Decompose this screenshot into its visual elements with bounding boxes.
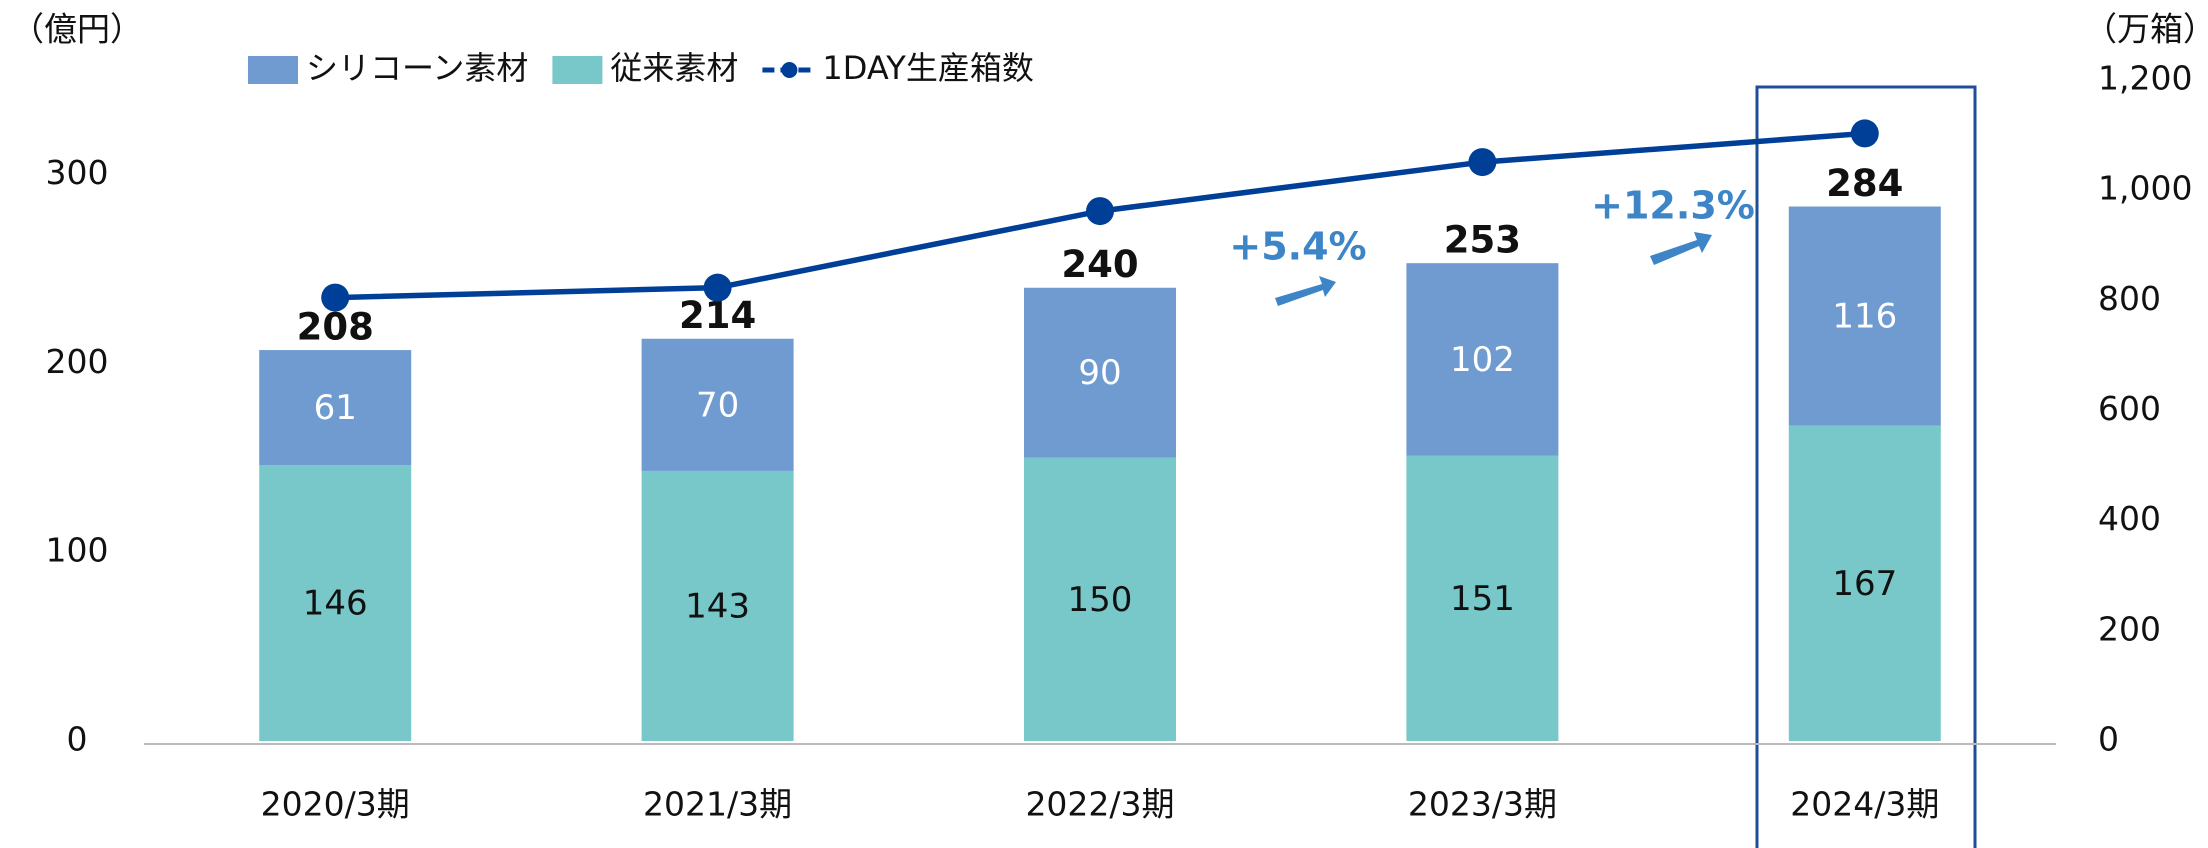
segment-label: 146: [303, 584, 368, 624]
legend-label: 従来素材: [610, 49, 738, 87]
arrow: [1650, 232, 1712, 265]
line-point: [1468, 148, 1497, 177]
y-tick-label: 200: [46, 342, 109, 381]
y2-tick-label: 200: [2098, 609, 2161, 648]
bar-segment: [641, 338, 794, 471]
y2-axis-unit: （万箱）: [2084, 10, 2208, 49]
y2-tick-label: 400: [2098, 499, 2161, 538]
y2-tick-label: 1,200: [2098, 59, 2192, 98]
legend-swatch: [552, 56, 603, 84]
bar-segment: [1406, 263, 1559, 456]
segment-label: 150: [1068, 580, 1133, 620]
arrow: [1275, 276, 1336, 306]
growth-annotation: +12.3%: [1591, 184, 1755, 228]
line-point: [321, 283, 350, 312]
line-point: [1086, 197, 1114, 226]
growth-annotation: +5.4%: [1229, 225, 1366, 269]
segment-label: 102: [1450, 340, 1515, 380]
line-point: [703, 273, 732, 302]
y-tick-label: 0: [67, 720, 88, 759]
x-tick-label: 2021/3期: [643, 785, 792, 824]
segment-label: 143: [685, 586, 750, 626]
bar-segment: [1788, 206, 1941, 426]
x-tick-label: 2020/3期: [261, 785, 410, 824]
y2-tick-label: 600: [2098, 389, 2161, 428]
legend-dot: [781, 62, 798, 78]
total-label: 240: [1061, 243, 1138, 286]
line-point: [1850, 119, 1879, 148]
bar-segment: [259, 350, 412, 466]
x-tick-label: 2022/3期: [1025, 785, 1174, 824]
segment-label: 167: [1832, 564, 1897, 604]
highlight-box: [1755, 85, 1977, 848]
x-tick-label: 2024/3期: [1790, 785, 1939, 824]
segment-label: 116: [1832, 297, 1897, 337]
segment-label: 61: [314, 388, 357, 428]
y-tick-label: 100: [46, 531, 109, 570]
legend-swatch: [248, 56, 298, 84]
legend-label: シリコーン素材: [306, 49, 528, 87]
total-label: 284: [1826, 162, 1903, 205]
x-tick-label: 2023/3期: [1408, 785, 1557, 824]
y2-tick-label: 1,000: [2098, 169, 2192, 208]
y-axis-unit: （億円）: [11, 10, 143, 49]
bar-segment: [259, 465, 412, 741]
bar-segment: [641, 470, 794, 741]
y-tick-label: 300: [46, 153, 109, 192]
segment-label: 90: [1078, 353, 1121, 393]
total-label: 208: [297, 306, 374, 349]
y2-tick-label: 0: [2098, 720, 2119, 759]
y2-tick-label: 800: [2098, 279, 2161, 318]
bar-segment: [1788, 425, 1941, 741]
bar-segment: [1024, 457, 1176, 741]
segment-label: 70: [696, 385, 739, 425]
legend-label: 1DAY生産箱数: [822, 49, 1033, 87]
total-label: 253: [1444, 219, 1521, 262]
segment-label: 151: [1450, 579, 1515, 619]
bar-segment: [1024, 287, 1176, 458]
bar-segment: [1406, 455, 1559, 741]
